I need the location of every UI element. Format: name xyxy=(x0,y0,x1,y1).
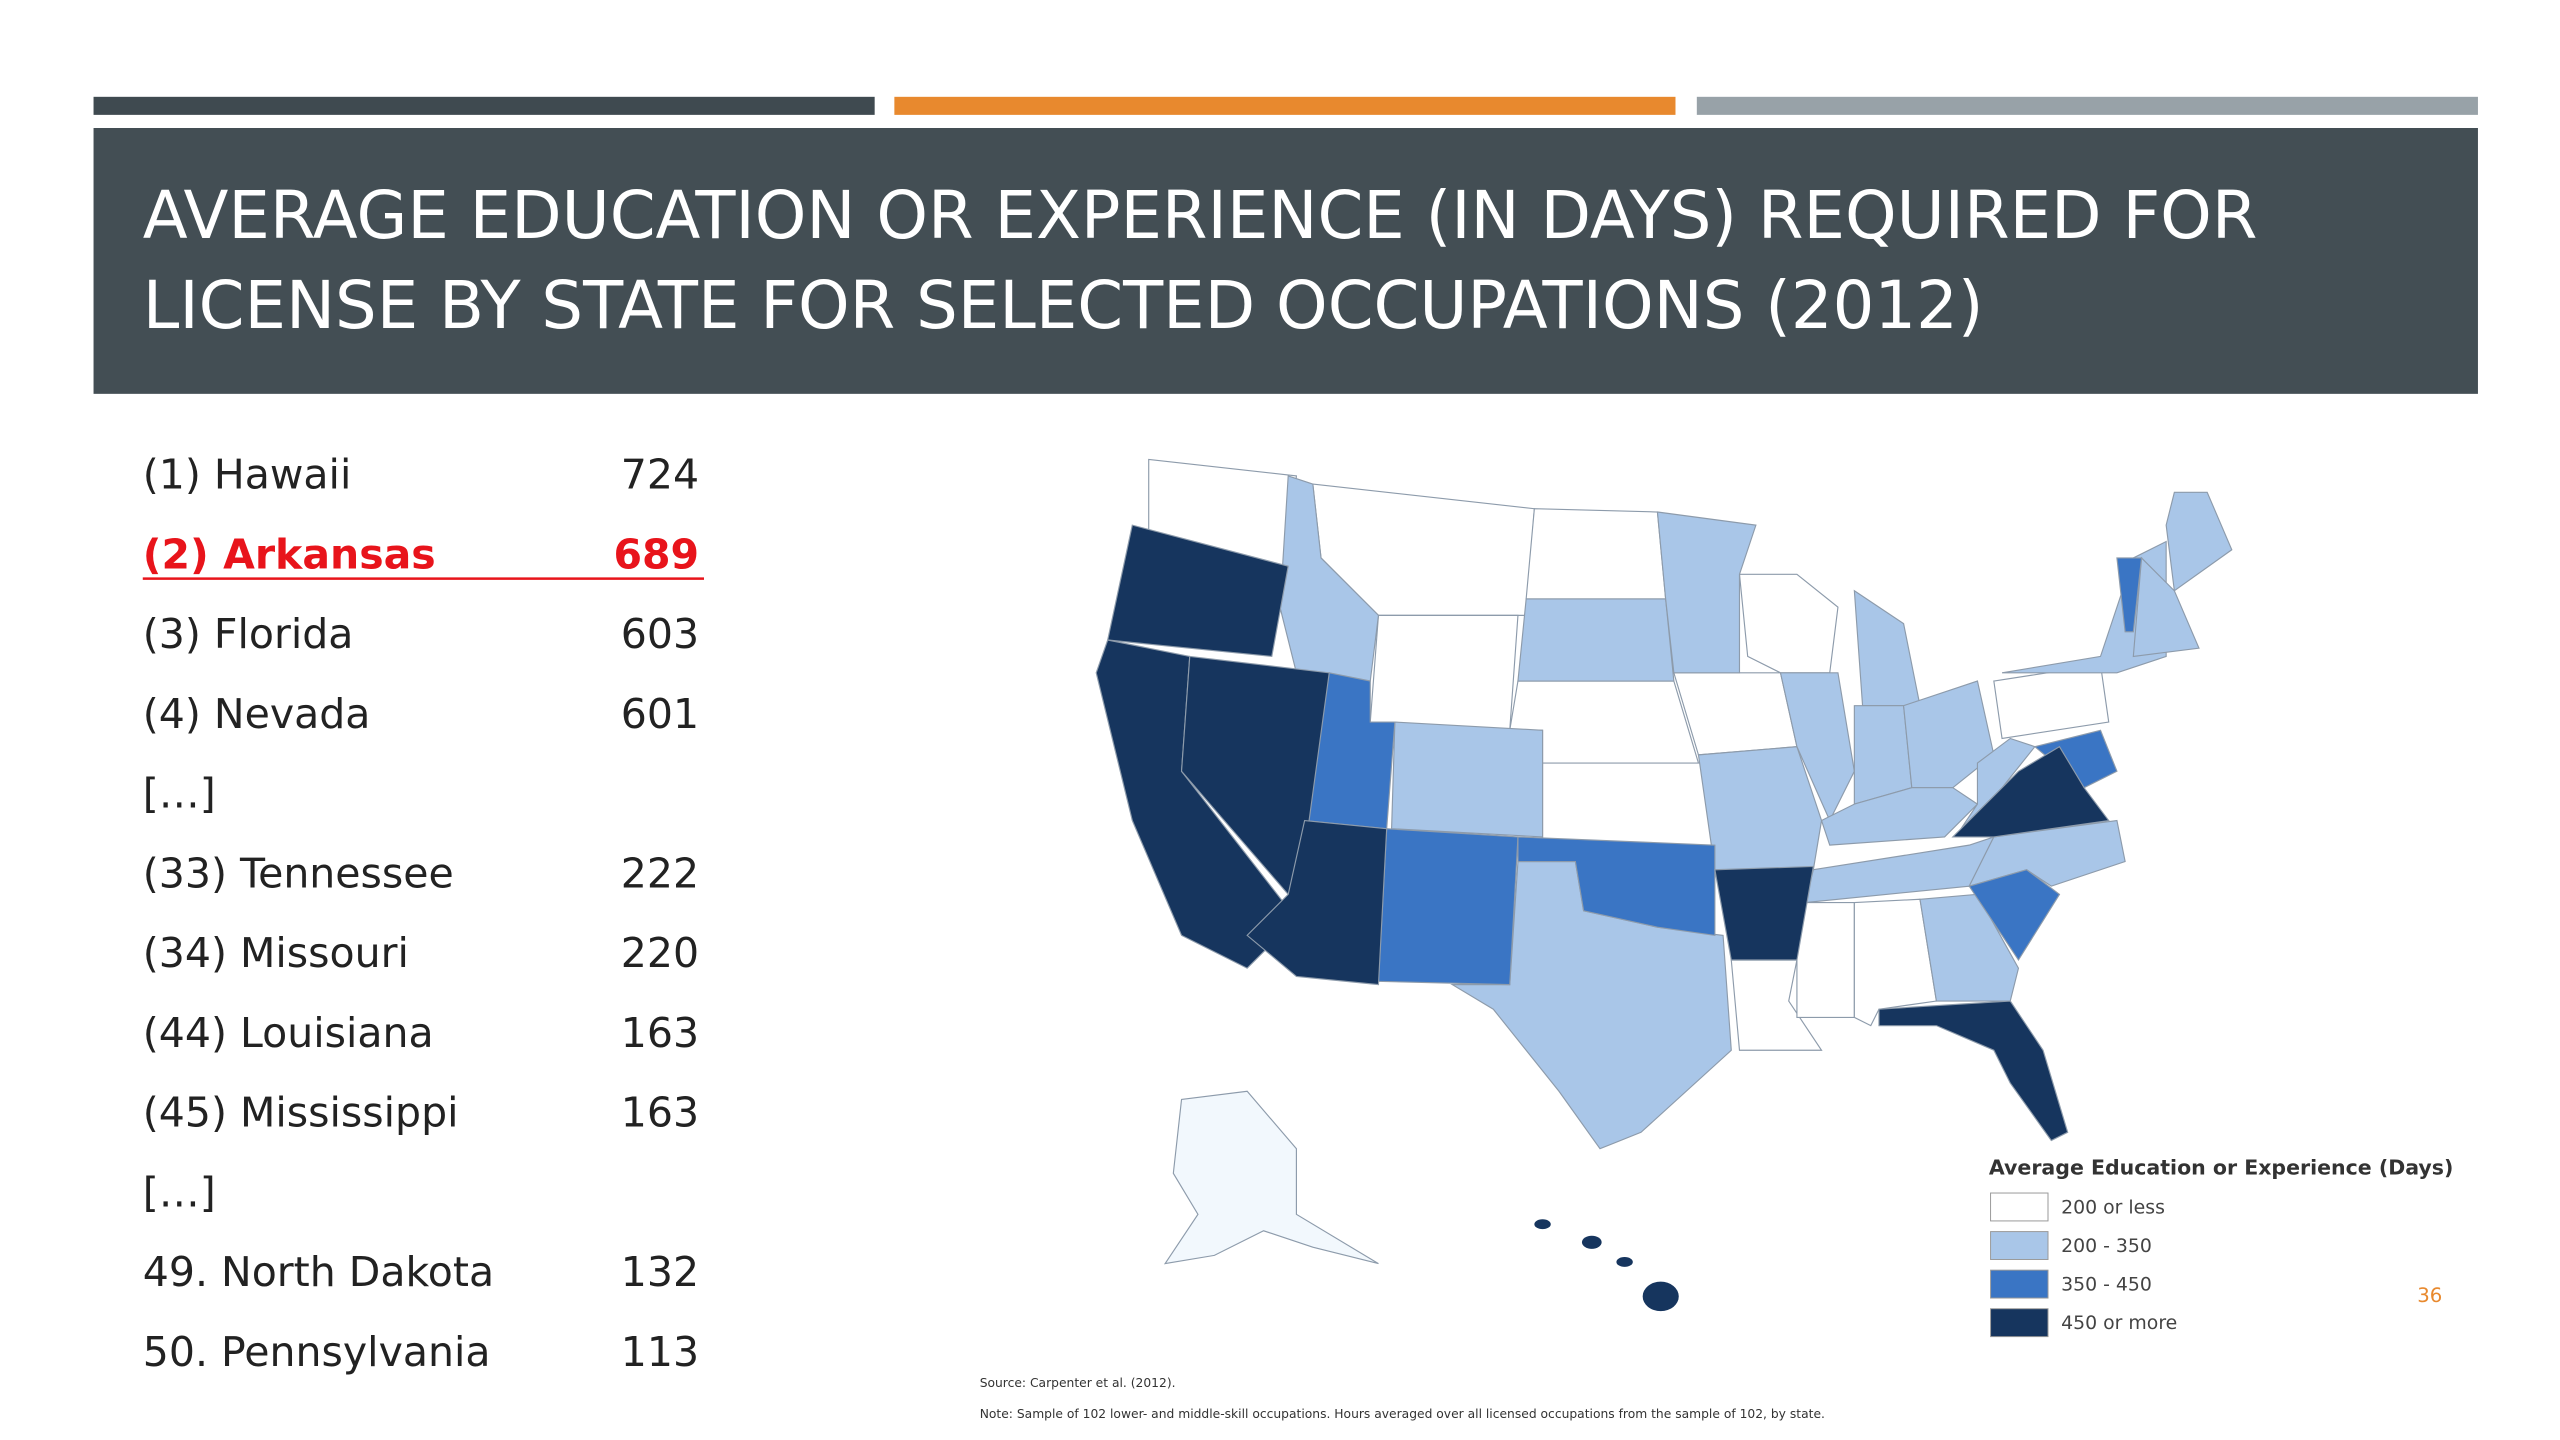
legend-swatch xyxy=(1990,1269,2049,1299)
row-value: 132 xyxy=(621,1248,699,1296)
row-label: […] xyxy=(143,770,216,818)
state xyxy=(1697,746,1823,871)
state xyxy=(1246,819,1388,986)
title-line: AVERAGE EDUCATION OR EXPERIENCE (IN DAYS… xyxy=(143,178,2258,254)
state xyxy=(1779,672,1855,822)
note: Note: Sample of 102 lower- and middle-sk… xyxy=(980,1407,1825,1421)
state xyxy=(1919,893,2020,1002)
row-value: 724 xyxy=(621,451,699,499)
row-value: 601 xyxy=(621,690,699,738)
state xyxy=(2165,491,2233,592)
state xyxy=(2116,557,2143,633)
page-number: 36 xyxy=(2417,1284,2442,1307)
row-value: 163 xyxy=(621,1009,699,1057)
state xyxy=(1878,1000,2069,1142)
source: Source: Carpenter et al. (2012). xyxy=(980,1376,1176,1390)
row-value: 222 xyxy=(621,849,699,897)
row-label: (45) Mississippi xyxy=(143,1089,459,1137)
row-label: 49. North Dakota xyxy=(143,1248,494,1296)
state xyxy=(2001,540,2167,674)
state xyxy=(1541,762,1716,846)
state xyxy=(1390,721,1544,838)
state xyxy=(1534,1219,1551,1230)
state xyxy=(1163,1090,1379,1265)
state xyxy=(1656,511,1757,674)
state xyxy=(1796,901,1855,1019)
state xyxy=(1714,865,1815,961)
state xyxy=(1902,680,1995,789)
row-value: 113 xyxy=(621,1328,699,1376)
row-label: (3) Florida xyxy=(143,610,354,658)
accent-bar xyxy=(1696,96,2478,115)
row-label: (44) Louisiana xyxy=(143,1009,434,1057)
legend-swatch xyxy=(1990,1308,2049,1338)
header-box xyxy=(93,128,2478,394)
legend-swatch xyxy=(1990,1192,2049,1222)
state xyxy=(1517,836,1716,937)
state xyxy=(1804,835,1995,904)
state xyxy=(1820,787,1979,846)
row-value: 163 xyxy=(621,1089,699,1137)
legend-label: 350 - 450 xyxy=(2061,1273,2152,1295)
row-label: […] xyxy=(143,1168,216,1216)
accent-bar xyxy=(894,96,1676,115)
legend-label: 450 or more xyxy=(2061,1312,2177,1334)
state xyxy=(1642,1281,1679,1312)
accent-bar xyxy=(93,96,875,115)
row-label: (2) Arkansas xyxy=(143,530,436,578)
row-value: 603 xyxy=(621,610,699,658)
legend-label: 200 or less xyxy=(2061,1196,2165,1218)
row-label: (4) Nevada xyxy=(143,690,371,738)
legend-label: 200 - 350 xyxy=(2061,1235,2152,1257)
state xyxy=(1968,869,2061,962)
state xyxy=(1517,598,1675,682)
title-line: LICENSE BY STATE FOR SELECTED OCCUPATION… xyxy=(143,268,1984,344)
state xyxy=(1525,508,1667,600)
state xyxy=(1616,1257,1633,1267)
us-map xyxy=(1095,458,2233,1312)
state xyxy=(1369,614,1519,731)
state xyxy=(1377,828,1519,986)
row-value: 689 xyxy=(613,530,699,578)
row-label: 50. Pennsylvania xyxy=(143,1328,491,1376)
state xyxy=(1279,475,1380,682)
legend-swatch xyxy=(1990,1231,2049,1260)
row-label: (33) Tennessee xyxy=(143,849,454,897)
state xyxy=(1853,589,1921,707)
row-label: (1) Hawaii xyxy=(143,451,352,499)
state xyxy=(1853,705,1913,805)
state xyxy=(1738,573,1839,674)
state xyxy=(1993,663,2110,740)
row-label: (34) Missouri xyxy=(143,929,409,977)
state xyxy=(2132,556,2200,658)
legend-title: Average Education or Experience (Days) xyxy=(1989,1155,2453,1179)
state xyxy=(1581,1235,1602,1249)
state xyxy=(1951,745,2110,838)
state xyxy=(1106,524,1289,658)
row-value: 220 xyxy=(621,929,699,977)
